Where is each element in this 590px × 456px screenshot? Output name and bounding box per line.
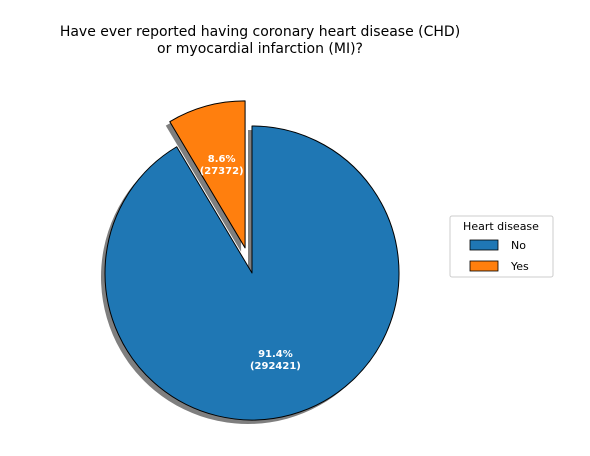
legend-swatch-yes: [470, 261, 498, 271]
chart-title-line-2: or myocardial infarction (MI)?: [157, 41, 363, 57]
pie-slice-no: [105, 126, 399, 420]
slice-percent-label-no: 91.4%: [258, 349, 293, 360]
pie-slices: [105, 101, 399, 420]
legend-swatch-no: [470, 240, 498, 250]
legend-label-no: No: [511, 239, 526, 252]
slice-count-label-no: (292421): [250, 361, 301, 372]
slice-percent-label-yes: 8.6%: [208, 154, 236, 165]
legend: Heart disease No Yes: [450, 216, 553, 277]
slice-count-label-yes: (27372): [200, 166, 244, 177]
chart-title-line-1: Have ever reported having coronary heart…: [60, 24, 460, 40]
legend-label-yes: Yes: [510, 260, 529, 273]
legend-title: Heart disease: [463, 220, 539, 233]
